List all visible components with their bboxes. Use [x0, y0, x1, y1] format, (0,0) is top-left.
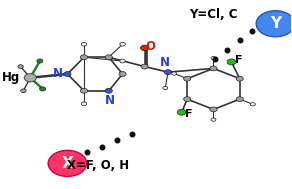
Circle shape [18, 65, 23, 68]
Text: N: N [160, 56, 170, 69]
Text: Y=Cl, C: Y=Cl, C [189, 8, 238, 21]
Circle shape [184, 76, 191, 81]
Circle shape [81, 102, 87, 106]
Circle shape [236, 97, 243, 101]
Circle shape [48, 150, 87, 177]
Circle shape [250, 103, 255, 106]
Text: O: O [146, 40, 156, 53]
Circle shape [227, 59, 236, 65]
Circle shape [211, 57, 216, 60]
Circle shape [140, 45, 149, 51]
Text: Y: Y [270, 16, 281, 31]
Circle shape [210, 107, 217, 112]
Circle shape [40, 87, 46, 91]
Text: X=F, O, H: X=F, O, H [67, 159, 129, 172]
Circle shape [81, 42, 87, 46]
Circle shape [184, 97, 191, 101]
Circle shape [21, 89, 26, 93]
Text: N: N [53, 67, 63, 80]
Circle shape [80, 55, 88, 60]
Circle shape [210, 66, 217, 71]
Text: F: F [234, 55, 242, 65]
Circle shape [141, 64, 148, 69]
Circle shape [24, 74, 36, 82]
Circle shape [172, 72, 177, 75]
Circle shape [256, 11, 292, 37]
Circle shape [105, 55, 112, 60]
Circle shape [119, 72, 126, 76]
Circle shape [211, 118, 216, 121]
Text: X: X [62, 156, 73, 171]
Text: N: N [105, 94, 115, 107]
Circle shape [236, 76, 243, 81]
Circle shape [105, 88, 112, 93]
Circle shape [37, 59, 43, 63]
Circle shape [164, 70, 172, 75]
Circle shape [177, 109, 186, 115]
Text: Hg: Hg [2, 71, 21, 84]
Circle shape [163, 86, 168, 90]
Circle shape [64, 72, 71, 76]
Circle shape [120, 59, 125, 63]
Text: F: F [185, 109, 192, 119]
Circle shape [80, 88, 88, 93]
Circle shape [120, 42, 125, 46]
